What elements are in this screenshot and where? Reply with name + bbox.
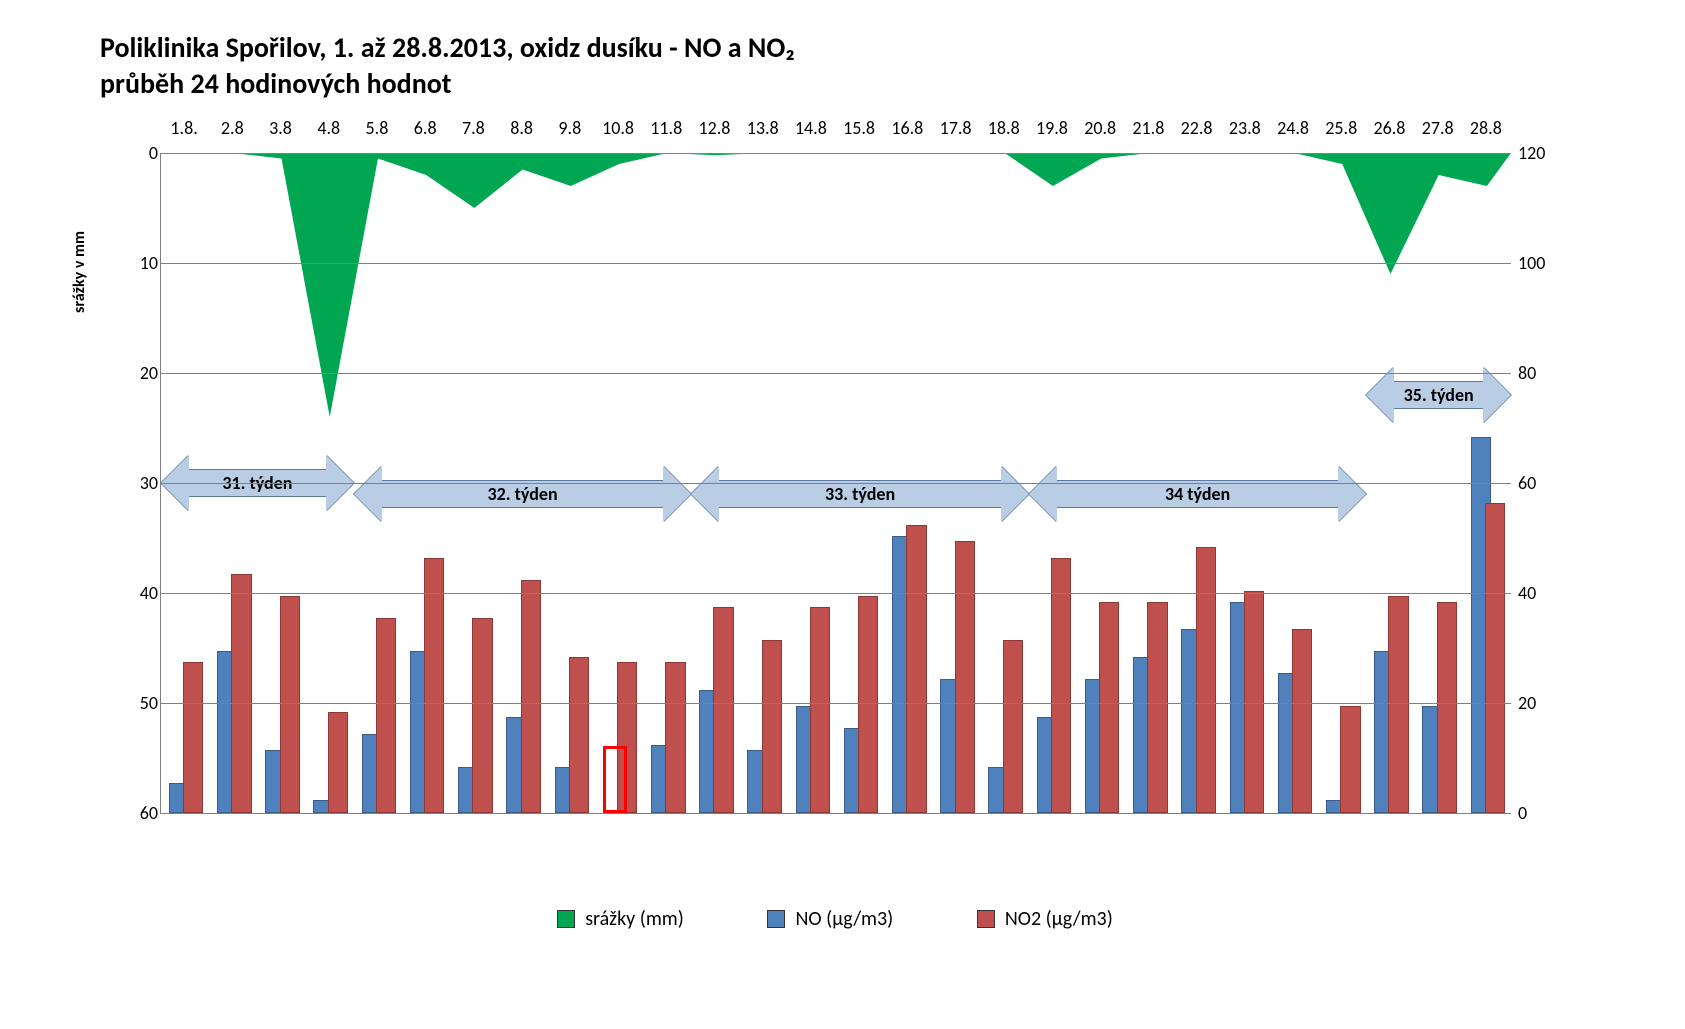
x-tick-label: 7.8 <box>462 117 485 139</box>
x-tick-label: 17.8 <box>940 117 972 139</box>
x-tick-label: 1.8. <box>170 117 197 139</box>
x-tick-label: 19.8 <box>1036 117 1068 139</box>
x-tick-label: 26.8 <box>1373 117 1405 139</box>
x-tick-label: 28.8 <box>1470 117 1502 139</box>
x-tick-label: 3.8 <box>269 117 292 139</box>
legend: srážky (mm) NO (µg/m3) NO2 (µg/m3) <box>160 907 1510 933</box>
bar-no2 <box>665 662 685 813</box>
legend-label-no2: NO2 (µg/m3) <box>1005 907 1113 931</box>
bar-no2 <box>424 558 444 813</box>
week-label: 35. týden <box>1394 381 1483 409</box>
bar-no2 <box>280 596 300 813</box>
x-axis-labels: 1.8. 2.8 3.8 4.8 5.8 6.8 7.8 8.8 9.8 10.8 11.8 12.8… <box>160 113 1510 143</box>
bar-no2 <box>328 712 348 813</box>
x-tick-label: 25.8 <box>1325 117 1357 139</box>
x-tick-label: 6.8 <box>414 117 437 139</box>
x-tick-label: 15.8 <box>843 117 875 139</box>
bar-no2 <box>955 541 975 813</box>
x-tick-label: 8.8 <box>510 117 533 139</box>
title-line-1: Poliklinika Spořilov, 1. až 28.8.2013, o… <box>100 30 795 65</box>
bar-no2 <box>1485 503 1505 813</box>
left-axis-title: srážky v mm <box>70 231 89 313</box>
x-tick-label: 22.8 <box>1181 117 1213 139</box>
title-line-2: průběh 24 hodinových hodnot <box>100 66 452 101</box>
week-arrow: 34 týden <box>1029 466 1367 522</box>
legend-swatch-no2 <box>977 910 995 928</box>
week-label: 33. týden <box>719 480 1001 508</box>
x-tick-label: 24.8 <box>1277 117 1309 139</box>
bar-no2 <box>521 580 541 813</box>
bar-no2 <box>1388 596 1408 813</box>
x-tick-label: 4.8 <box>317 117 340 139</box>
x-tick-label: 13.8 <box>747 117 779 139</box>
legend-item-no2: NO2 (µg/m3) <box>977 907 1113 931</box>
legend-item-srazky: srážky (mm) <box>557 907 684 931</box>
bar-no2 <box>762 640 782 813</box>
bar-no2 <box>569 657 589 813</box>
bar-no2 <box>1437 602 1457 813</box>
x-tick-label: 12.8 <box>698 117 730 139</box>
bar-no2 <box>1292 629 1312 813</box>
bar-no2 <box>231 574 251 813</box>
bar-no2 <box>1051 558 1071 813</box>
week-label: 34 týden <box>1057 480 1339 508</box>
legend-swatch-no <box>767 910 785 928</box>
bar-no2 <box>1147 602 1167 813</box>
page-root: Poliklinika Spořilov, 1. až 28.8.2013, o… <box>0 0 1685 1029</box>
bar-no2 <box>472 618 492 813</box>
legend-item-no: NO (µg/m3) <box>767 907 893 931</box>
legend-swatch-srazky <box>557 910 575 928</box>
bar-no2 <box>1196 547 1216 813</box>
bar-no2 <box>1244 591 1264 813</box>
x-tick-label: 9.8 <box>558 117 581 139</box>
week-arrow: 33. týden <box>691 466 1029 522</box>
legend-label-no: NO (µg/m3) <box>795 907 893 931</box>
x-tick-label: 27.8 <box>1422 117 1454 139</box>
x-tick-label: 11.8 <box>650 117 682 139</box>
x-tick-label: 20.8 <box>1084 117 1116 139</box>
highlight-bar <box>603 746 627 813</box>
x-tick-label: 16.8 <box>891 117 923 139</box>
x-tick-label: 10.8 <box>602 117 634 139</box>
x-tick-label: 14.8 <box>795 117 827 139</box>
bar-no2 <box>1099 602 1119 813</box>
week-arrow: 32. týden <box>354 466 692 522</box>
bar-no2 <box>713 607 733 813</box>
x-tick-label: 23.8 <box>1229 117 1261 139</box>
bar-no2 <box>376 618 396 813</box>
bar-no2 <box>1340 706 1360 813</box>
chart-container: 1.8. 2.8 3.8 4.8 5.8 6.8 7.8 8.8 9.8 10.8 11.8 12.8… <box>100 113 1600 873</box>
x-tick-label: 18.8 <box>988 117 1020 139</box>
week-arrow: 35. týden <box>1366 367 1511 423</box>
legend-label-srazky: srážky (mm) <box>585 907 684 931</box>
bar-no2 <box>810 607 830 813</box>
x-tick-label: 21.8 <box>1132 117 1164 139</box>
bar-no2 <box>1003 640 1023 813</box>
plot-area: 31. týden32. týden33. týden34 týden35. t… <box>160 153 1511 814</box>
bar-no2 <box>906 525 926 813</box>
week-label: 32. týden <box>382 480 664 508</box>
x-tick-label: 2.8 <box>221 117 244 139</box>
bar-no2 <box>858 596 878 813</box>
bar-no2 <box>183 662 203 813</box>
chart-title: Poliklinika Spořilov, 1. až 28.8.2013, o… <box>100 30 1605 103</box>
x-tick-label: 5.8 <box>366 117 389 139</box>
